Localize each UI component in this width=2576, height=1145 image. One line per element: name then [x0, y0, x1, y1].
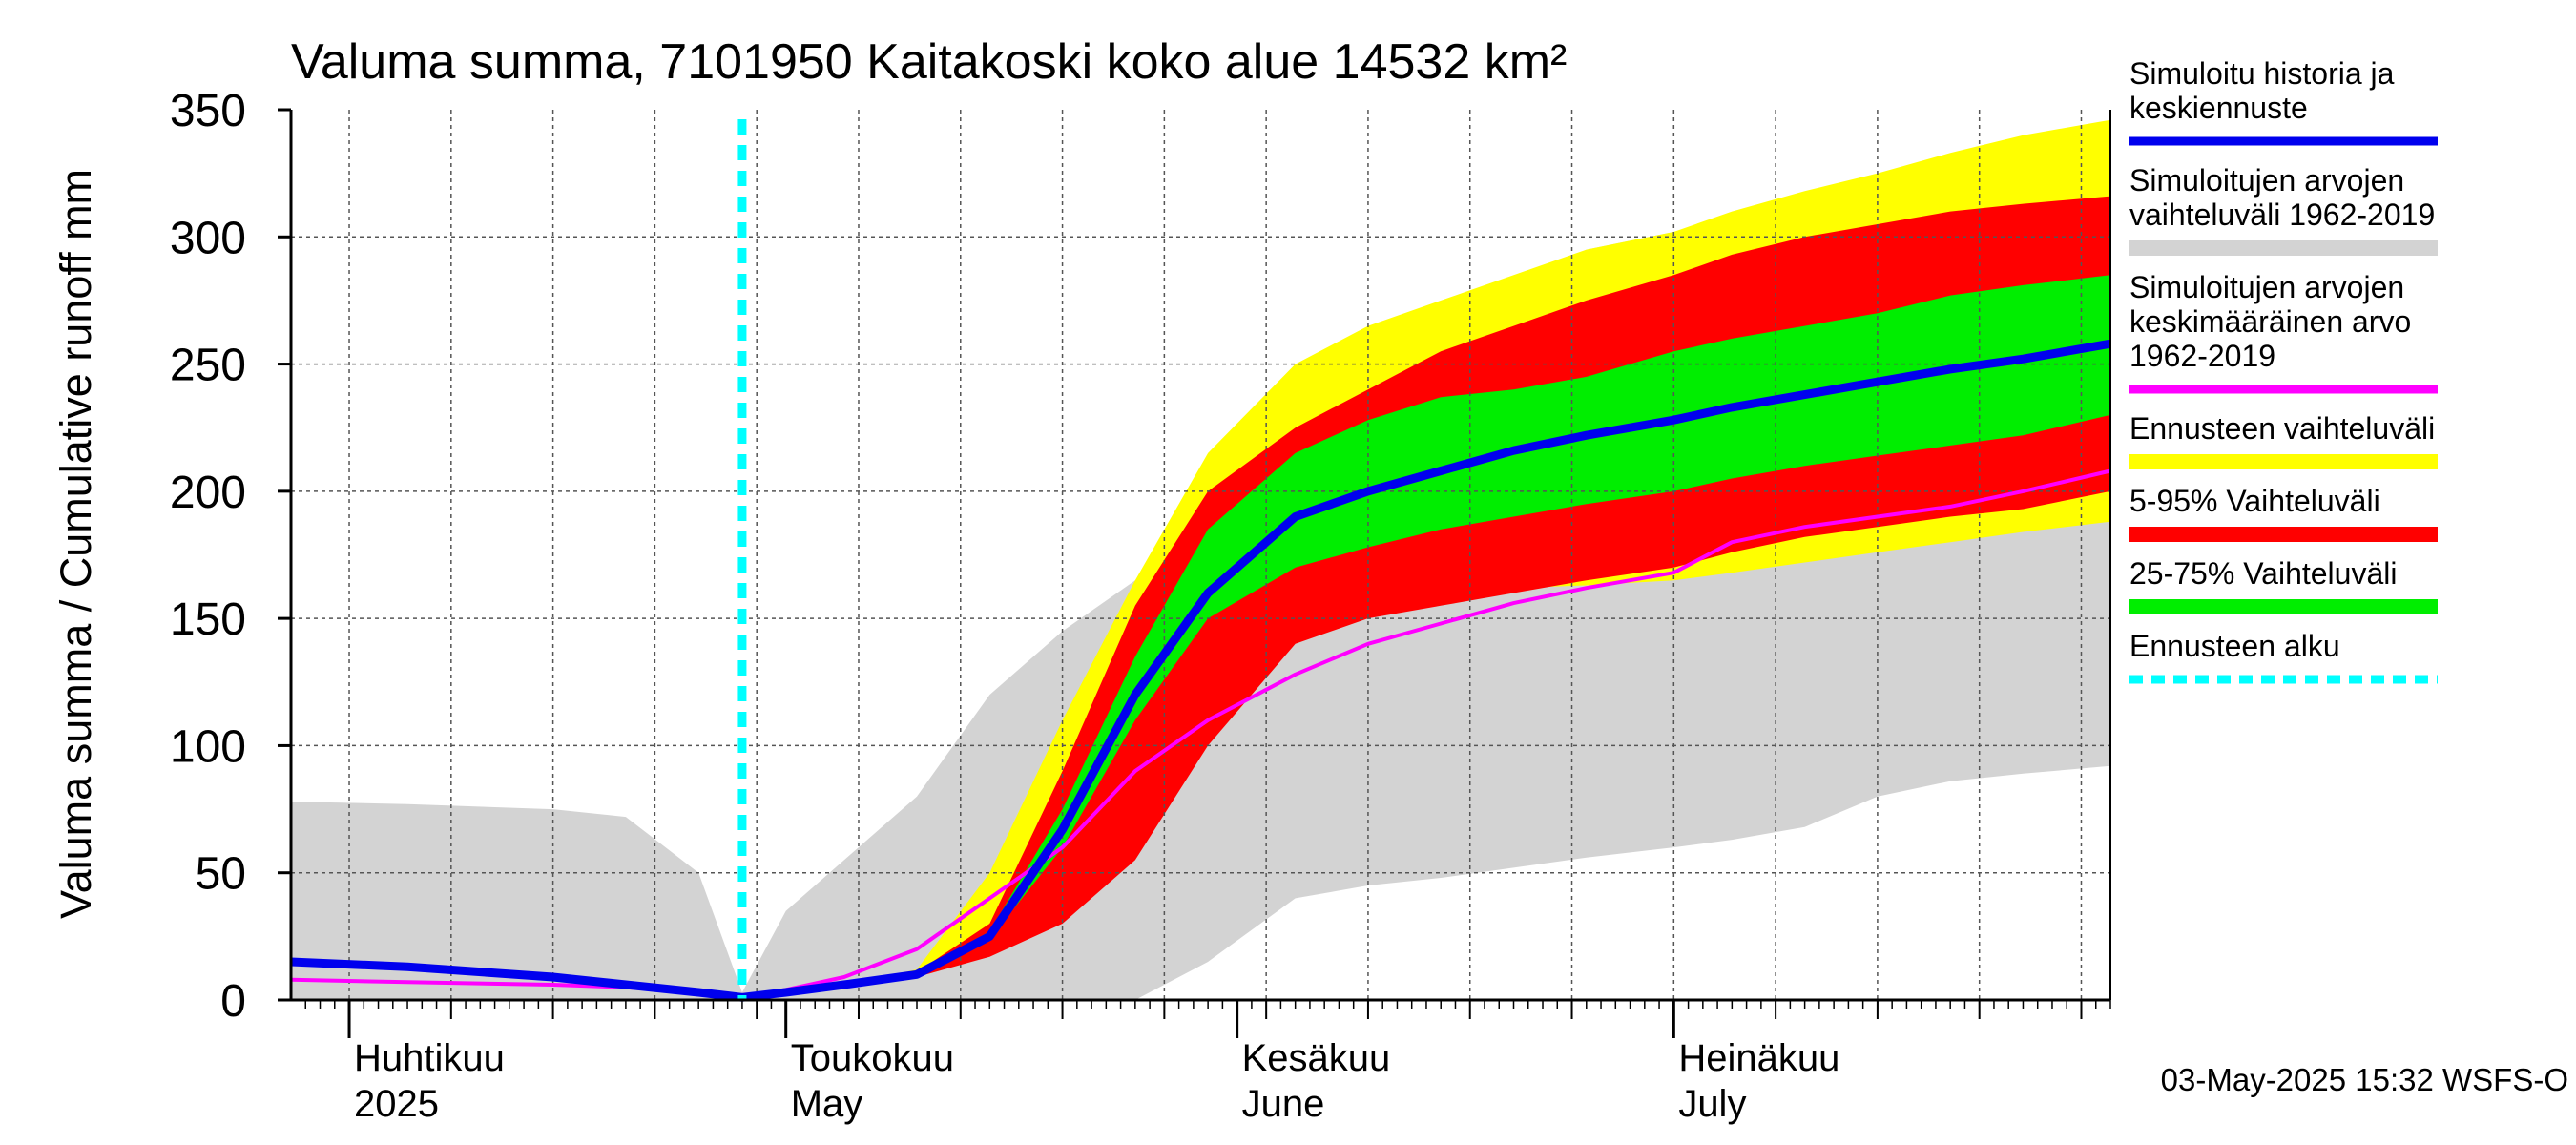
lines-layer	[290, 119, 2111, 1002]
month-label-en: 2025	[354, 1083, 439, 1125]
y-axis-label: Valuma summa / Cumulative runoff mm	[52, 169, 100, 919]
legend-label-hist_range: vaihteluväli 1962-2019	[2129, 198, 2435, 232]
y-tick-label: 100	[170, 721, 246, 772]
chart-title: Valuma summa, 7101950 Kaitakoski koko al…	[291, 34, 1567, 90]
y-tick-label: 200	[170, 468, 246, 518]
grid-layer	[291, 110, 2110, 1000]
legend-label-fc_range: Ennusteen vaihteluväli	[2129, 411, 2435, 446]
y-tick-label: 300	[170, 213, 246, 263]
month-label-fi: Kesäkuu	[1242, 1037, 1391, 1079]
legend-label-hist_mean: Simuloitujen arvojen	[2129, 270, 2404, 304]
legend-swatch-p5_95	[2129, 527, 2438, 542]
legend-swatch-p25_75	[2129, 599, 2438, 614]
month-label-fi: Toukokuu	[791, 1037, 954, 1079]
legend-label-p5_95: 5-95% Vaihteluväli	[2129, 484, 2380, 518]
month-label-fi: Heinäkuu	[1678, 1037, 1839, 1079]
legend-label-fc_start: Ennusteen alku	[2129, 629, 2340, 663]
y-tick-label: 150	[170, 594, 246, 645]
legend-swatch-fc_range	[2129, 454, 2438, 469]
y-tick-label: 0	[220, 976, 246, 1027]
month-label-en: July	[1678, 1083, 1746, 1125]
legend-label-hist_mean: 1962-2019	[2129, 339, 2275, 373]
timestamp: 03-May-2025 15:32 WSFS-O	[2161, 1062, 2568, 1097]
month-label-en: June	[1242, 1083, 1325, 1125]
legend-label-sim: Simuloitu historia ja	[2129, 56, 2395, 91]
y-tick-label: 350	[170, 86, 246, 136]
legend-swatch-hist_range	[2129, 240, 2438, 256]
legend-label-hist_range: Simuloitujen arvojen	[2129, 163, 2404, 198]
legend-label-hist_mean: keskimääräinen arvo	[2129, 304, 2411, 339]
month-label-en: May	[791, 1083, 863, 1125]
y-tick-label: 50	[196, 849, 246, 900]
y-tick-label: 250	[170, 341, 246, 391]
bands-layer	[291, 119, 2110, 1001]
line-sim	[290, 339, 2111, 1002]
month-label-fi: Huhtikuu	[354, 1037, 505, 1079]
band-p25_75	[741, 275, 2110, 1000]
legend-label-p25_75: 25-75% Vaihteluväli	[2129, 556, 2397, 591]
legend-label-sim: keskiennuste	[2129, 91, 2308, 125]
